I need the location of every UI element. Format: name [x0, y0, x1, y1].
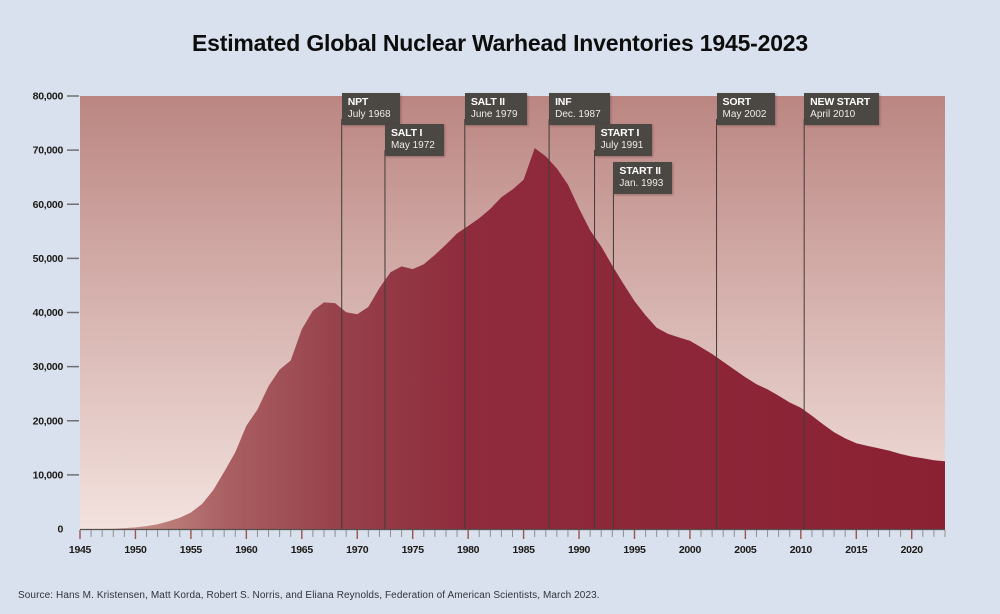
- x-tick-label: 1990: [568, 544, 591, 556]
- y-tick-label: 80,000: [33, 91, 64, 103]
- source-note: Source: Hans M. Kristensen, Matt Korda, …: [18, 590, 600, 601]
- x-tick-label: 1985: [513, 544, 536, 556]
- x-tick-label: 1950: [124, 544, 147, 556]
- x-tick-label: 1965: [291, 544, 314, 556]
- y-tick-label: 10,000: [33, 469, 64, 481]
- x-tick-label: 1975: [402, 544, 425, 556]
- x-tick-label: 1955: [180, 544, 203, 556]
- x-tick-label: 2020: [901, 544, 924, 556]
- x-tick-label: 2015: [845, 544, 868, 556]
- x-tick-label: 2010: [790, 544, 813, 556]
- x-tick-label: 2005: [734, 544, 757, 556]
- y-tick-label: 50,000: [33, 253, 64, 265]
- x-tick-label: 1945: [69, 544, 92, 556]
- y-tick-label: 0: [57, 524, 63, 536]
- x-tick-label: 1995: [623, 544, 646, 556]
- x-tick-label: 1960: [235, 544, 258, 556]
- y-tick-label: 20,000: [33, 415, 64, 427]
- x-tick-label: 2000: [679, 544, 702, 556]
- warhead-inventory-area: [80, 148, 945, 529]
- y-tick-label: 40,000: [33, 307, 64, 319]
- chart-title: Estimated Global Nuclear Warhead Invento…: [192, 30, 808, 56]
- x-tick-label: 1970: [346, 544, 369, 556]
- x-tick-label: 1980: [457, 544, 480, 556]
- y-tick-label: 70,000: [33, 145, 64, 157]
- y-axis-ticks: 0 10,000 20,000 30,000 40,000 50,000 60,000 70,…: [33, 91, 79, 536]
- y-tick-label: 60,000: [33, 199, 64, 211]
- x-axis-ticks: 1945 1950 1955 1960 1965 1970 1975 1980 1985 1990…: [69, 530, 946, 556]
- y-tick-label: 30,000: [33, 361, 64, 373]
